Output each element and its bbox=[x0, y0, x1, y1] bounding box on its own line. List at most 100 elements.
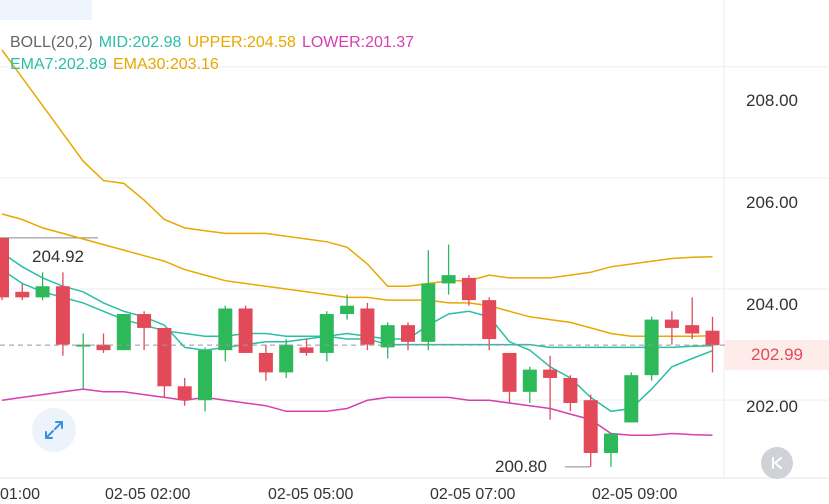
candle bbox=[624, 372, 639, 423]
candle bbox=[299, 339, 314, 356]
candle-body bbox=[319, 314, 334, 353]
candle bbox=[258, 344, 273, 381]
candle-body bbox=[238, 308, 253, 353]
time-axis-label: 02-05 09:00 bbox=[592, 486, 678, 503]
candle bbox=[218, 305, 233, 362]
candle-body bbox=[563, 377, 578, 403]
candle-body bbox=[116, 314, 131, 351]
candle-body bbox=[299, 347, 314, 353]
candle-body bbox=[543, 369, 558, 378]
legend-ema30: EMA30:203.16 bbox=[112, 56, 219, 73]
boll-mid-line bbox=[1, 268, 713, 349]
candle bbox=[421, 250, 436, 351]
chevron-left-icon bbox=[772, 457, 782, 469]
candle-body bbox=[583, 400, 598, 453]
time-axis-label: 02-05 05:00 bbox=[268, 486, 354, 503]
candle-body bbox=[340, 305, 355, 315]
candle-body bbox=[502, 352, 517, 392]
candle-body bbox=[35, 286, 50, 298]
price-axis-label: 206.00 bbox=[746, 193, 798, 212]
candle-body bbox=[664, 319, 679, 328]
price-axis-label: 208.00 bbox=[746, 91, 798, 110]
candle-body bbox=[624, 375, 639, 423]
candle bbox=[0, 237, 9, 301]
candle-body bbox=[177, 386, 192, 401]
candle bbox=[664, 311, 679, 345]
candle bbox=[340, 294, 355, 320]
candle-body bbox=[96, 344, 111, 351]
candle-body bbox=[461, 277, 476, 301]
candle bbox=[15, 283, 30, 301]
candle bbox=[482, 297, 497, 351]
candle-body bbox=[0, 237, 9, 298]
ema7-line bbox=[1, 252, 713, 413]
low-price-marker: 200.80 bbox=[495, 457, 547, 476]
candle bbox=[157, 327, 172, 398]
candle bbox=[441, 244, 456, 295]
candle-body bbox=[705, 330, 720, 346]
candle bbox=[705, 316, 720, 373]
time-axis-label: 01:00 bbox=[0, 486, 41, 503]
candle bbox=[177, 377, 192, 406]
boll-upper-line bbox=[1, 49, 713, 287]
candle-body bbox=[360, 308, 375, 345]
candle bbox=[543, 355, 558, 420]
candle-body bbox=[421, 283, 436, 342]
candle-body bbox=[218, 308, 233, 351]
time-axis-label: 02-05 02:00 bbox=[105, 486, 191, 503]
candle-body bbox=[380, 325, 395, 348]
candle bbox=[401, 322, 415, 351]
candle bbox=[238, 305, 253, 353]
high-price-marker: 204.92 bbox=[32, 247, 84, 266]
candle bbox=[279, 339, 294, 378]
candle-body bbox=[279, 344, 294, 373]
candle-body bbox=[137, 314, 152, 328]
indicator-legend-boll: BOLL(20,2) MID:202.98 UPPER:204.58 LOWER:20… bbox=[10, 34, 420, 52]
price-axis-label: 204.00 bbox=[746, 295, 798, 314]
candle bbox=[604, 433, 618, 467]
candle-body bbox=[482, 300, 497, 340]
candle bbox=[502, 352, 517, 403]
candle bbox=[55, 272, 70, 356]
legend-ema7: EMA7:202.89 bbox=[10, 56, 107, 73]
indicator-legend-ema: EMA7:202.89 EMA30:203.16 bbox=[10, 56, 225, 74]
legend-upper: UPPER:204.58 bbox=[187, 34, 296, 51]
candle bbox=[116, 314, 131, 351]
legend-boll: BOLL(20,2) bbox=[10, 34, 93, 51]
candle bbox=[76, 333, 91, 390]
last-price-tag: 202.99 bbox=[725, 340, 829, 370]
candle bbox=[380, 322, 395, 359]
candle-body bbox=[401, 325, 415, 342]
candle-body bbox=[604, 433, 618, 453]
time-axis-label: 02-05 07:00 bbox=[430, 486, 516, 503]
candle-body bbox=[15, 291, 30, 298]
candle bbox=[522, 366, 537, 403]
ema30-line bbox=[1, 213, 713, 338]
candle bbox=[644, 316, 659, 381]
candle-body bbox=[441, 275, 456, 284]
price-axis-label: 202.00 bbox=[746, 397, 798, 416]
candle bbox=[583, 394, 598, 467]
candle bbox=[360, 302, 375, 351]
candle-body bbox=[522, 369, 537, 392]
candle-body bbox=[258, 352, 273, 373]
candle bbox=[198, 347, 212, 412]
expand-arrows-icon bbox=[45, 421, 63, 439]
legend-lower: LOWER:201.37 bbox=[301, 34, 415, 51]
active-tab-highlight[interactable] bbox=[0, 0, 92, 20]
candle-body bbox=[198, 350, 212, 401]
candle bbox=[137, 311, 152, 351]
scroll-to-latest-button[interactable] bbox=[761, 447, 793, 479]
candle-body bbox=[685, 325, 700, 334]
candle bbox=[685, 297, 700, 340]
legend-mid: MID:202.98 bbox=[98, 34, 182, 51]
candle-body bbox=[157, 327, 172, 387]
candle bbox=[461, 275, 476, 306]
zoom-button[interactable] bbox=[32, 408, 76, 452]
boll-lower-line bbox=[1, 388, 713, 436]
candle bbox=[35, 272, 50, 301]
candle bbox=[96, 333, 111, 353]
candle-body bbox=[55, 286, 70, 345]
candle bbox=[563, 375, 578, 412]
